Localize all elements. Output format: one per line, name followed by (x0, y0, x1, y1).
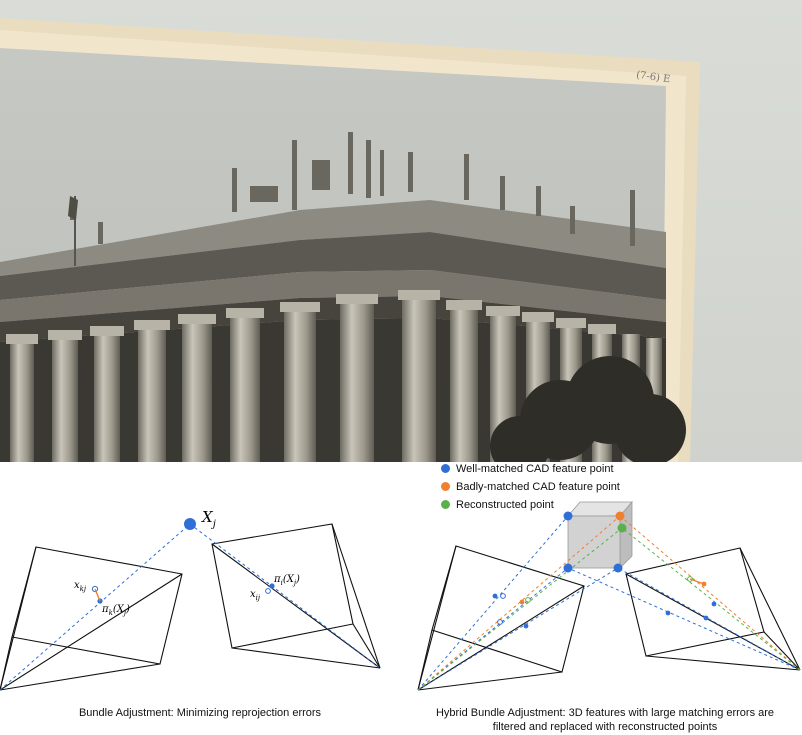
cad-point-badly-matched (615, 511, 625, 521)
bundle-adjustment-diagram: Xj xkj πk(Xj) πi(Xj) xij (0, 500, 801, 691)
reconstructed-point (617, 523, 627, 533)
legend-item-badly-matched: Badly-matched CAD feature point (441, 480, 620, 494)
caption-bundle-adjustment: Bundle Adjustment: Minimizing reprojecti… (78, 707, 322, 719)
left-camera-2 (211, 523, 381, 669)
observation-x-ij (265, 588, 271, 594)
point-xj (184, 518, 196, 530)
left-camera-1 (0, 546, 183, 691)
caption-hybrid-line-1: Hybrid Bundle Adjustment: 3D features wi… (435, 707, 775, 719)
legend-label: Well-matched CAD feature point (456, 463, 614, 475)
observation-x-kj (91, 585, 99, 593)
cad-points-well-matched (563, 511, 623, 573)
label-xj: Xj (201, 508, 216, 530)
label-x-kj: xkj (74, 580, 87, 593)
building-photograph (0, 0, 802, 462)
legend-item-well-matched: Well-matched CAD feature point (441, 462, 614, 476)
label-pi-i: πi(Xj) (273, 574, 300, 587)
legend-dot-green (441, 500, 450, 509)
projection-pi-i (269, 583, 275, 589)
residual-left (94, 588, 101, 602)
right-rays (417, 515, 801, 691)
legend-item-reconstructed: Reconstructed point (441, 498, 554, 512)
label-x-ij: xij (250, 589, 261, 602)
tree (490, 356, 686, 462)
legend-dot-blue (441, 464, 450, 473)
right-projections (492, 576, 717, 629)
legend-label: Reconstructed point (456, 499, 554, 511)
right-camera-2 (625, 547, 801, 671)
caption-hybrid-line-2: filtered and replaced with reconstructed… (492, 721, 718, 733)
cad-cube (567, 500, 633, 569)
left-rays (0, 523, 381, 691)
label-pi-k: πk(Xj) (101, 604, 130, 617)
legend-label: Badly-matched CAD feature point (456, 481, 620, 493)
legend-dot-orange (441, 482, 450, 491)
